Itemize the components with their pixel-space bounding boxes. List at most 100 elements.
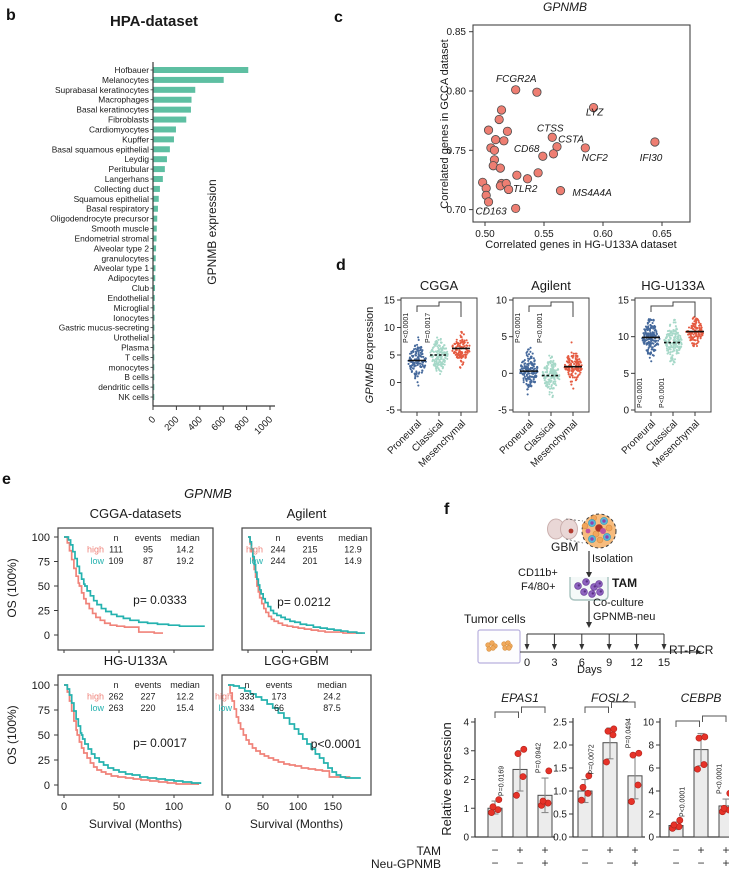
- strip-point: [466, 344, 469, 347]
- gene-label: CD68: [514, 144, 540, 155]
- strip-point: [413, 364, 416, 367]
- strip-point: [574, 379, 577, 382]
- strip-point: [458, 349, 461, 352]
- km-panel-title: GPNMB: [184, 486, 232, 501]
- strip-point: [417, 336, 420, 339]
- y-tick-label: 2: [463, 775, 469, 786]
- data-dot: [635, 749, 643, 757]
- strip-point: [692, 333, 695, 336]
- km-chart-CGGA-datasets: CGGA-datasets 100 75 50 25 0 OS (100%) n events m…: [5, 506, 214, 653]
- strip-point: [440, 341, 443, 344]
- bar-category-label: Oligodendrocyte precursor: [50, 214, 149, 224]
- scatter-point: [555, 186, 566, 196]
- table-header: n: [113, 680, 118, 690]
- strip-point: [423, 366, 426, 369]
- bar: [153, 245, 157, 252]
- bar: [153, 126, 176, 133]
- strip-point: [657, 339, 660, 342]
- strip-point: [414, 354, 418, 357]
- strip-point: [648, 329, 652, 332]
- y-tick-label: 0: [648, 833, 654, 844]
- strip-point: [655, 339, 658, 342]
- strip-point: [670, 330, 673, 333]
- strip-point: [451, 349, 454, 352]
- p-value: p= 0.0017: [133, 736, 187, 750]
- bar-category-label: dendritic cells: [98, 382, 149, 392]
- strip-point: [693, 339, 696, 342]
- strip-point: [437, 367, 440, 370]
- cell-icon: [585, 528, 591, 534]
- strip-point: [674, 321, 677, 324]
- condition-sign: −: [491, 843, 498, 857]
- strip-point: [676, 337, 679, 341]
- bar-category-label: Hofbauer: [115, 65, 150, 75]
- strip-point: [669, 351, 672, 354]
- strip-point: [441, 367, 444, 370]
- comparison-bracket: [584, 706, 609, 713]
- strip-point: [548, 393, 551, 396]
- bar-category-label: monocytes: [109, 362, 150, 372]
- tam-label: TAM: [612, 576, 638, 590]
- strip-point: [544, 371, 547, 374]
- y-tick-label: 10: [643, 718, 655, 729]
- strip-point: [436, 345, 439, 348]
- strip-point: [652, 331, 655, 334]
- strip-point: [435, 369, 438, 372]
- strip-point: [550, 355, 553, 358]
- strip-point: [574, 356, 577, 360]
- strip-point: [421, 349, 424, 352]
- strip-point: [652, 327, 655, 330]
- bar-category-label: Langerhans: [105, 174, 149, 184]
- bar-category-label: Alveolar type 1: [94, 263, 150, 273]
- y-tick-label: 2.0: [553, 741, 567, 752]
- strip-point: [673, 358, 677, 361]
- table-row-name: low: [90, 556, 104, 566]
- scatter-ylabel: Correlated genes in GCCA dataset: [439, 39, 451, 208]
- strip-point: [460, 330, 463, 333]
- km-curve-low: [64, 684, 202, 784]
- table-events: 95: [143, 545, 153, 555]
- strip-point: [435, 360, 438, 363]
- comparison-bracket: [494, 711, 519, 718]
- strip-point: [653, 348, 656, 351]
- strip-point: [571, 374, 574, 377]
- tumor-cluster-icon: [506, 645, 512, 651]
- x-tick-label: 0.65: [652, 229, 672, 240]
- strip-point: [677, 343, 680, 346]
- scatter-point: [503, 184, 514, 195]
- condition-sign: +: [516, 843, 523, 857]
- bar-category-label: Plasma: [121, 342, 149, 352]
- bar: [153, 136, 174, 143]
- p-value: P<0.0001: [515, 313, 522, 343]
- strip-point: [575, 368, 578, 371]
- strip-point: [677, 352, 680, 355]
- table-row-name: high: [246, 545, 263, 555]
- data-dot: [726, 789, 729, 797]
- km-xlabel: Survival (Months): [250, 817, 343, 831]
- y-tick-label: 100: [32, 680, 50, 692]
- strip-point: [458, 345, 461, 348]
- panel-label-f: f: [444, 501, 450, 518]
- strip-point: [466, 349, 469, 352]
- strip-point: [455, 338, 458, 341]
- fbar-chart-FOSL2: FOSL20.00.51.01.52.02.5−−+−++P=0.0072P=0…: [553, 691, 645, 870]
- strip-point: [671, 363, 675, 366]
- strip-point: [567, 371, 570, 374]
- p-value: p= 0.0212: [277, 595, 331, 609]
- y-tick-label: 0.85: [447, 27, 467, 38]
- rtpcr-label: RT-PCR: [669, 643, 714, 657]
- strip-point: [696, 337, 699, 340]
- bar-category-label: Suprabasal keratinocytes: [55, 85, 149, 95]
- cd11b-label: CD11b+: [518, 567, 558, 579]
- strip-point: [435, 357, 439, 360]
- strip-point: [437, 363, 440, 366]
- strip-point: [553, 382, 556, 385]
- strip-point: [536, 366, 539, 370]
- strip-point: [648, 327, 652, 330]
- strip-point: [417, 338, 420, 341]
- scatter-point: [511, 203, 521, 214]
- comparison-bracket: [611, 701, 636, 708]
- comparison-bracket: [416, 301, 462, 317]
- day-tick-label: 0: [524, 657, 530, 669]
- strip-point: [459, 336, 463, 339]
